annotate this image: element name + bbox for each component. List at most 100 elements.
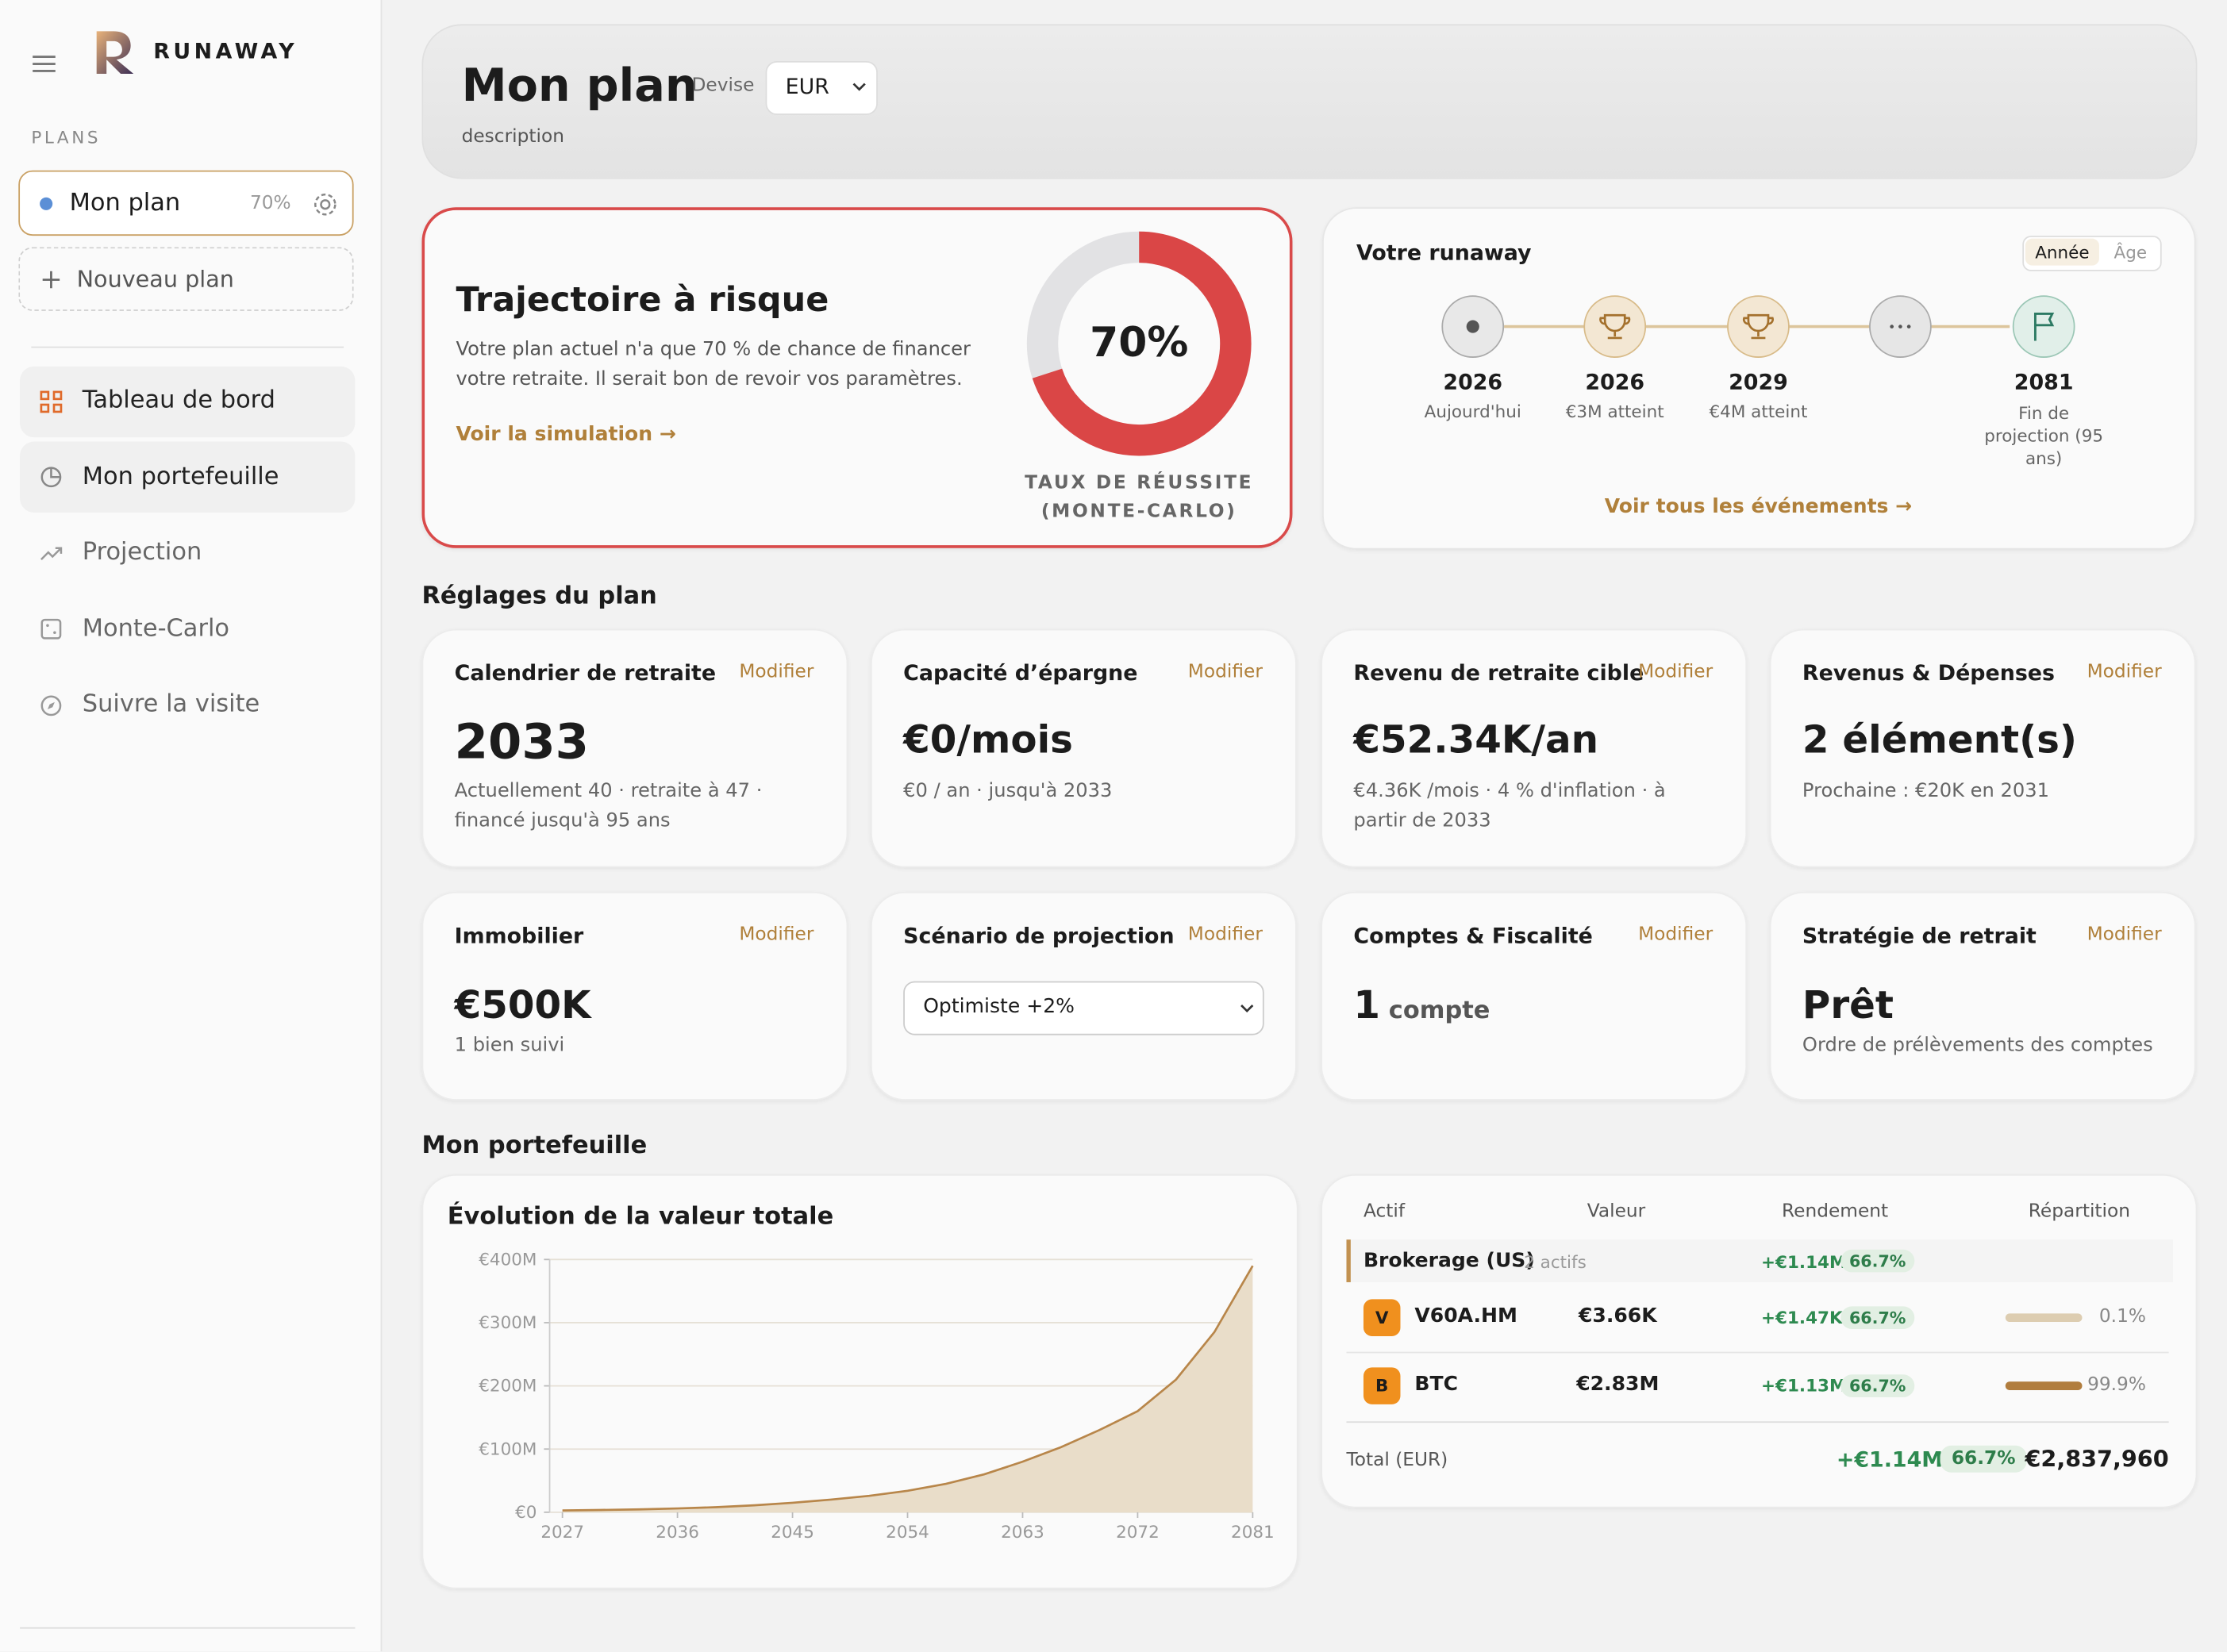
plus-icon xyxy=(42,271,60,289)
card-title: Revenus & Dépenses xyxy=(1802,660,2055,686)
brand: RUNAWAY xyxy=(153,38,298,64)
card-value: Prêt xyxy=(1802,984,1894,1028)
nav-item[interactable]: Suivre la visite xyxy=(82,690,260,719)
y-tick-label: €300M xyxy=(479,1313,537,1333)
asset-icon: B xyxy=(1363,1367,1401,1404)
share-label: 0.1% xyxy=(2098,1306,2146,1328)
event-year: 2026 xyxy=(1443,369,1503,395)
total-value: €2,837,960 xyxy=(2025,1445,2169,1473)
currency-label: Devise xyxy=(691,75,755,97)
scenario-value: Optimiste +2% xyxy=(923,995,1075,1019)
setting-card xyxy=(1321,628,1748,868)
settings-icon[interactable] xyxy=(313,192,338,217)
risk-link[interactable]: Voir la simulation → xyxy=(456,423,676,446)
nav-icon xyxy=(40,467,62,488)
new-plan[interactable] xyxy=(18,247,354,311)
gauge-caption: TAUX DE RÉUSSITE (MONTE-CARLO) xyxy=(1025,472,1254,523)
risk-card xyxy=(421,207,1293,548)
share-bar xyxy=(2005,1381,2083,1390)
asset-pct: 66.7% xyxy=(1840,1374,1915,1397)
card-title: Revenu de retraite cible xyxy=(1353,660,1644,686)
total-label: Total (EUR) xyxy=(1346,1450,1448,1471)
gauge-label: 70% xyxy=(1090,317,1189,367)
group-pct: 66.7% xyxy=(1840,1249,1915,1273)
plan-item[interactable] xyxy=(18,170,354,236)
toggle-option[interactable]: Âge xyxy=(2114,243,2148,263)
runaway-title: Votre runaway xyxy=(1356,240,1532,266)
asset-pct: 66.7% xyxy=(1840,1306,1915,1330)
asset-name: V60A.HM xyxy=(1414,1304,1517,1328)
chevron xyxy=(1240,1005,1254,1013)
logo xyxy=(96,31,134,75)
menu-icon[interactable] xyxy=(31,54,56,74)
table-card xyxy=(1321,1174,2198,1508)
x-tick-label: 2036 xyxy=(656,1523,699,1543)
description: description xyxy=(461,126,564,148)
setting-card xyxy=(1321,891,1748,1101)
edit-link[interactable]: Modifier xyxy=(2087,661,2162,683)
nav-item[interactable]: Monte-Carlo xyxy=(82,614,230,644)
card-title: Comptes & Fiscalité xyxy=(1353,923,1593,949)
setting-card xyxy=(1769,628,2196,868)
chart-title: Évolution de la valeur totale xyxy=(447,1202,834,1231)
edit-link[interactable]: Modifier xyxy=(1187,661,1263,683)
gauge-arc xyxy=(1032,231,1252,456)
x-tick-label: 2063 xyxy=(1001,1523,1044,1543)
scenario-select[interactable] xyxy=(903,981,1264,1035)
nav-item[interactable]: Mon portefeuille xyxy=(82,463,279,492)
card-value: €0/mois xyxy=(903,718,1073,763)
toggle-active xyxy=(2025,238,2099,266)
column-header: Répartition xyxy=(2028,1201,2130,1223)
edit-link[interactable]: Modifier xyxy=(1187,924,1263,946)
event-year: 2081 xyxy=(2014,369,2074,395)
y-tick-label: €200M xyxy=(479,1377,537,1397)
edit-link[interactable]: Modifier xyxy=(739,924,814,946)
card-unit: compte xyxy=(1388,997,1490,1026)
card-value: €500K xyxy=(454,984,591,1028)
card-title: Immobilier xyxy=(454,923,584,949)
section-label: PLANS xyxy=(31,128,102,148)
chart-card xyxy=(421,1174,1298,1589)
event-year: 2029 xyxy=(1729,369,1788,395)
card-title: Scénario de projection xyxy=(903,923,1175,949)
nav-active xyxy=(20,366,356,438)
timeline xyxy=(1441,295,2075,358)
nav-item[interactable]: Projection xyxy=(82,538,202,567)
y-tick-label: €400M xyxy=(479,1250,537,1270)
risk-text: Votre plan actuel n'a que 70 % de chance… xyxy=(456,337,971,391)
nav-item[interactable]: Tableau de bord xyxy=(82,386,275,415)
share-track xyxy=(2005,1313,2083,1323)
card-value: 2 élément(s) xyxy=(1802,718,2078,763)
gauge xyxy=(1026,231,1252,456)
card-value: 1 compte xyxy=(1353,984,1490,1028)
event-year: 2026 xyxy=(1585,369,1645,395)
chevron xyxy=(852,83,866,91)
chevron-path xyxy=(1240,1005,1254,1013)
edit-link[interactable]: Modifier xyxy=(1638,924,1714,946)
group-count: 2 actifs xyxy=(1524,1252,1587,1273)
edit-link[interactable]: Modifier xyxy=(2087,924,2162,946)
setting-card xyxy=(1769,891,2196,1101)
row-divider xyxy=(1346,1351,2169,1354)
edit-link[interactable]: Modifier xyxy=(1638,661,1714,683)
nav-icon xyxy=(40,618,62,640)
events-link[interactable]: Voir tous les événements → xyxy=(1604,495,1913,519)
share-label: 99.9% xyxy=(2087,1374,2146,1397)
divider xyxy=(31,346,344,348)
y-tick-label: €100M xyxy=(479,1439,537,1459)
section-title: Réglages du plan xyxy=(421,582,657,611)
divider xyxy=(20,1627,356,1629)
setting-card xyxy=(421,891,848,1101)
plan-dot xyxy=(40,197,53,210)
asset-icon: V xyxy=(1363,1299,1401,1336)
row-divider xyxy=(1346,1421,2169,1423)
currency-value: EUR xyxy=(785,74,829,100)
group-gain: +€1.14M xyxy=(1761,1252,1847,1273)
new-plan-label: Nouveau plan xyxy=(76,265,234,293)
x-tick-label: 2054 xyxy=(886,1523,929,1543)
toggle-option[interactable]: Année xyxy=(2035,243,2090,263)
edit-link[interactable]: Modifier xyxy=(739,661,814,683)
nav-icon xyxy=(40,695,62,717)
